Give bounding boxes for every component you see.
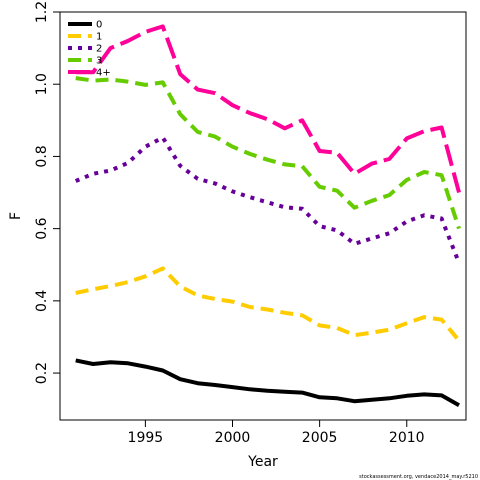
y-axis-title: F bbox=[8, 212, 24, 220]
series-line-3 bbox=[75, 76, 461, 230]
x-tick-label: 2000 bbox=[215, 430, 251, 446]
series-line-2 bbox=[74, 135, 461, 264]
plot-frame bbox=[59, 11, 467, 421]
y-tick-label: 0.6 bbox=[34, 217, 50, 239]
x-axis-title: Year bbox=[247, 454, 278, 470]
series-line-4 bbox=[75, 24, 461, 194]
credit-text: stockassessment.org, vendace2014_may.r52… bbox=[359, 474, 478, 480]
legend-label-0: 0 bbox=[96, 20, 102, 31]
y-tick-label: 0.4 bbox=[34, 290, 50, 312]
x-axis: 1995 2000 2005 2010 bbox=[128, 420, 425, 446]
x-tick-label: 1995 bbox=[128, 430, 164, 446]
y-tick-label: 1.0 bbox=[34, 73, 50, 95]
legend-label-1: 1 bbox=[96, 32, 102, 43]
y-tick-label: 0.2 bbox=[34, 362, 50, 384]
series-lines bbox=[74, 24, 461, 407]
legend-label-2: 2 bbox=[96, 44, 102, 55]
legend-label-4: 4+ bbox=[96, 68, 111, 79]
y-tick-label: 1.2 bbox=[34, 1, 50, 23]
y-tick-label: 0.8 bbox=[34, 145, 50, 167]
x-tick-label: 2005 bbox=[302, 430, 338, 446]
series-line-0 bbox=[75, 358, 460, 407]
x-tick-label: 2010 bbox=[389, 430, 425, 446]
y-axis: 0.2 0.4 0.6 0.8 1.0 1.2 bbox=[34, 1, 60, 384]
series-line-1 bbox=[75, 266, 461, 342]
legend-label-3: 3 bbox=[96, 56, 102, 67]
